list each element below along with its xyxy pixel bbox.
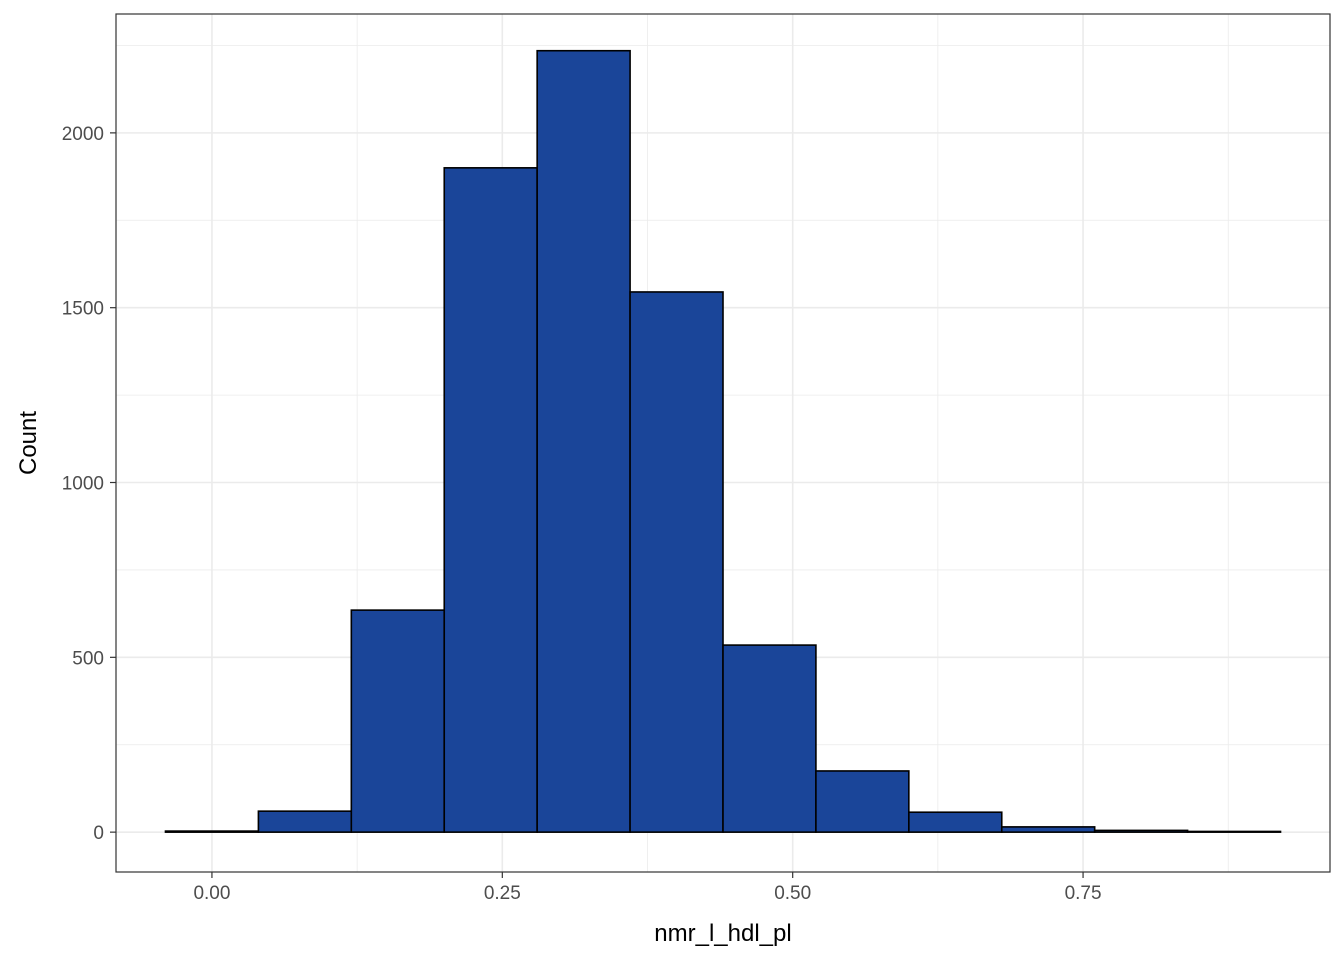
- y-tick-label: 0: [93, 823, 104, 844]
- histogram-bar: [1093, 829, 1189, 833]
- histogram-bar: [722, 644, 817, 833]
- histogram-bar: [815, 770, 910, 833]
- histogram-bar: [536, 49, 631, 833]
- histogram-bars: [164, 49, 1282, 833]
- y-tick-label: 500: [72, 648, 104, 669]
- y-tick-label: 2000: [62, 124, 104, 145]
- histogram-bar: [1186, 830, 1282, 833]
- y-tick-label: 1000: [62, 474, 104, 495]
- panel-border: [115, 13, 1331, 873]
- x-tick-label: 0.75: [1065, 883, 1102, 904]
- x-tick-label: 0.50: [774, 883, 811, 904]
- y-tick-label: 1500: [62, 299, 104, 320]
- y-axis: 0 500 1000 1500 2000: [62, 124, 116, 844]
- x-axis-title: nmr_l_hdl_pl: [654, 920, 791, 947]
- x-axis: 0.00 0.25 0.50 0.75: [193, 872, 1102, 904]
- histogram-bar: [350, 609, 446, 833]
- histogram-bar: [164, 830, 260, 833]
- histogram-bar: [908, 811, 1003, 833]
- histogram-bar: [257, 810, 353, 833]
- y-axis-title: Count: [15, 411, 42, 475]
- x-tick-label: 0.00: [193, 883, 230, 904]
- histogram-bar: [1000, 826, 1096, 833]
- x-tick-label: 0.25: [484, 883, 521, 904]
- histogram-bar: [629, 291, 724, 833]
- histogram-bar: [443, 167, 538, 833]
